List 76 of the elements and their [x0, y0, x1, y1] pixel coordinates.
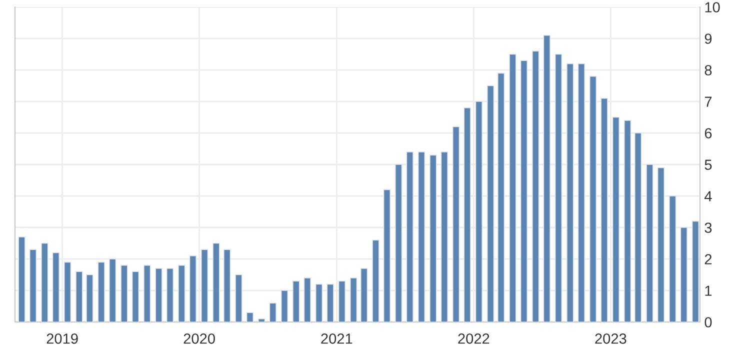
bar: [120, 264, 128, 322]
bar: [223, 249, 231, 322]
bar: [657, 167, 665, 322]
y-tick-label: 5: [704, 160, 712, 170]
bar: [646, 164, 654, 322]
x-tick-label: 2020: [184, 333, 215, 344]
bar: [292, 280, 300, 322]
y-tick-label: 1: [705, 286, 712, 296]
y-tick-label: 0: [704, 317, 712, 328]
bar: [76, 271, 83, 322]
bar: [554, 54, 562, 322]
bar: [520, 60, 528, 322]
bar: [178, 264, 186, 322]
bar: [566, 63, 574, 322]
x-tick-label: 2023: [595, 333, 626, 344]
bar: [430, 154, 437, 322]
bar: [166, 268, 174, 322]
bar: [64, 262, 72, 322]
bar: [589, 76, 597, 322]
bar: [269, 302, 276, 322]
bar: [394, 164, 402, 322]
bar: [246, 312, 254, 322]
x-tick-label: 2021: [321, 333, 352, 344]
y-tick-label: 3: [704, 222, 712, 233]
y-tick-label: 4: [704, 191, 712, 202]
bar: [212, 242, 220, 322]
bar: [108, 258, 116, 322]
bar: [338, 280, 346, 322]
bar: [189, 255, 197, 322]
bar: [612, 116, 620, 322]
y-tick-label: 2: [704, 254, 712, 264]
bar: [29, 249, 37, 322]
y-tick-label: 10: [705, 2, 720, 12]
bar: [144, 264, 151, 322]
bar: [326, 284, 334, 322]
bar: [440, 151, 448, 322]
bar: [258, 318, 266, 322]
bar: [543, 34, 550, 322]
bar: [532, 50, 540, 322]
bar: [406, 151, 414, 322]
bar: [452, 126, 460, 322]
bar: [280, 290, 288, 322]
bar: [304, 277, 312, 322]
bar: [634, 132, 642, 322]
bar: [497, 72, 505, 322]
bar: [680, 227, 688, 322]
y-tick-label: 7: [704, 96, 712, 107]
bar: [464, 107, 471, 322]
bar: [578, 63, 586, 322]
bar: [372, 240, 380, 322]
bar: [155, 268, 162, 322]
bar: [383, 189, 391, 322]
y-tick-label: 9: [704, 34, 712, 44]
bar: [98, 262, 105, 322]
bar: [200, 249, 208, 322]
y-tick-label: 6: [704, 128, 712, 138]
x-tick-label: 2019: [46, 333, 78, 344]
bar: [475, 101, 483, 322]
bar: [132, 271, 140, 322]
bar: [692, 220, 700, 322]
bar: [350, 277, 358, 322]
bar: [600, 98, 608, 322]
bar: [486, 85, 494, 322]
bar: [418, 151, 426, 322]
bar: [41, 242, 48, 322]
x-tick-label: 2022: [458, 333, 490, 344]
bar: [624, 120, 632, 322]
bar: [668, 196, 676, 322]
bar: [235, 274, 242, 322]
bar: [360, 268, 368, 322]
bar: [315, 284, 323, 322]
y-tick-label: 8: [704, 65, 712, 76]
bar: [86, 274, 94, 322]
bar: [509, 54, 516, 322]
bar: [18, 236, 26, 322]
bar: [52, 252, 60, 322]
